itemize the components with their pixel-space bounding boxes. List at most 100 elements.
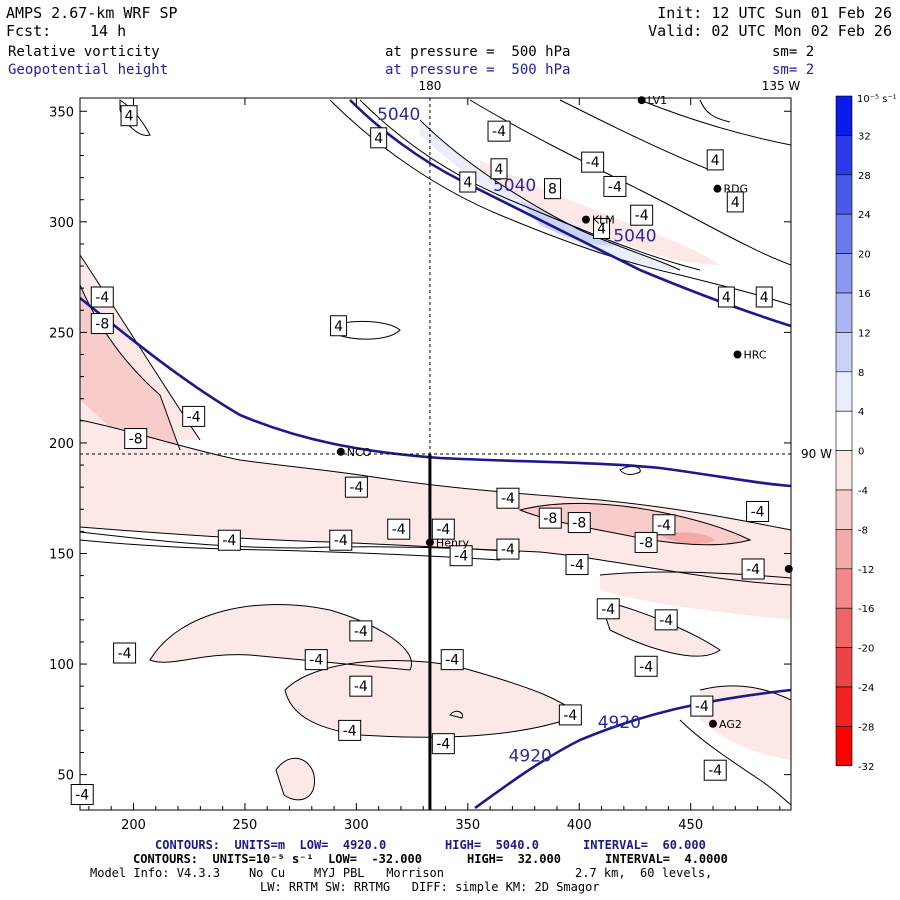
vorticity-label-box [690,695,714,717]
valid-time: Valid: 02 UTC Mon 02 Feb 26 [648,22,892,40]
colorbar-segment [835,568,853,609]
vorticity-label-box [603,175,627,197]
footer-vort-interval: INTERVAL= 4.0000 [605,852,728,866]
vorticity-fill-layer [80,120,791,800]
colorbar-tick-label: -8 [858,525,868,536]
vorticity-label-box [344,476,368,498]
station-marker [733,350,742,359]
x-tick-label: 350 [455,818,480,833]
colorbar-tick-label: 24 [858,210,871,221]
vorticity-label: -4 [95,290,109,306]
vorticity-label-box [652,514,676,536]
colorbar-segment [835,332,853,373]
vorticity-label: -4 [501,542,515,558]
vorticity-label: -8 [129,432,143,448]
vorticity-label: -4 [659,613,673,629]
vorticity-label-box [706,149,724,171]
vorticity-label: -4 [695,699,709,715]
crosshair-lines [80,98,791,810]
vorticity-label: -4 [601,602,615,618]
station-marker [708,719,717,728]
colorbar-segment [835,371,853,412]
vorticity-label: -4 [492,124,506,140]
vorticity-labels: 4 4 -4 4 4 8 -4 -4 -4 4 4 4 4 4 4 -4 -8 -4 -8 -4 -4 -4 -4 -4 -4 -… [70,105,773,806]
station-label: HRC [744,348,767,361]
vorticity-label-box [755,286,773,308]
vorticity-label-box [487,120,511,142]
field1-smoothing: sm= 2 [772,44,815,60]
vorticity-label: 4 [374,131,383,147]
vorticity-label-box [496,538,520,560]
vorticity-label-box [329,529,353,551]
vorticity-label: -4 [334,533,348,549]
vorticity-label-box [558,704,582,726]
vorticity-label-box [581,151,605,173]
vorticity-label: -4 [309,653,323,669]
colorbar-segment [835,253,853,294]
vorticity-label: -4 [746,562,760,578]
vorticity-label: -8 [95,317,109,333]
vorticity-label: -4 [708,763,722,779]
vorticity-label: -4 [635,208,649,224]
y-tick-label: 350 [49,105,74,120]
vorticity-label: -4 [75,788,89,804]
colorbar-segment [835,607,853,648]
vorticity-label-box [440,649,464,671]
colorbar-segment [835,135,853,176]
colorbar-segment [835,292,853,333]
colorbar-segment [835,726,853,767]
vorticity-label-box [496,487,520,509]
right-longitude-label: 90 W [801,447,832,461]
x-tick-label: 400 [567,818,592,833]
vorticity-label: -4 [501,491,515,507]
height-contour-label: 4920 [598,713,641,733]
vorticity-label: -4 [751,504,765,520]
vorticity-label-box [544,178,562,200]
vorticity-label: -4 [354,624,368,640]
vorticity-label-box [90,313,114,335]
colorbar-tick-label: -20 [858,644,874,655]
x-tick-label: 300 [344,818,369,833]
field1-pressure: at pressure = 500 hPa [385,44,571,60]
vorticity-label-box [431,733,455,755]
station-marker [336,447,345,456]
vorticity-label: -8 [572,516,586,532]
vorticity-label: 4 [334,319,343,335]
vorticity-label: -4 [586,155,600,171]
vorticity-label-box [304,649,328,671]
colorbar-tick-label: -32 [858,762,874,773]
forecast-label: Fcst: [6,22,52,40]
station-marker [581,215,590,224]
colorbar-segment [835,686,853,727]
footer-height-interval: INTERVAL= 60.000 [583,838,706,852]
colorbar-segment [835,647,853,688]
vorticity-label: 4 [722,290,731,306]
station-label: NCO [347,446,372,459]
colorbar-tick-label: 20 [858,250,871,261]
colorbar-segment [835,174,853,215]
height-contour-labels: 5040 5040 5040 4920 4920 [377,105,657,766]
vorticity-label: -4 [436,522,450,538]
vorticity-label-box [387,518,411,540]
vorticity-label-box [741,558,765,580]
y-tick-label: 300 [49,216,74,231]
colorbar-segment [835,410,853,451]
height-contour-label: 4920 [509,746,552,766]
station-marker [637,96,646,105]
colorbar-tick-label: -16 [858,604,874,615]
vorticity-label-box [113,642,137,664]
vorticity-label-box [124,428,148,450]
vorticity-label-box [630,204,654,226]
vorticity-label: -4 [436,737,450,753]
vorticity-label: -4 [349,480,363,496]
vorticity-label: 4 [463,175,472,191]
axes: 200 250 300 350 400 450 50 100 150 200 250 300 350 [49,98,791,833]
vorticity-label-box [217,529,241,551]
vorticity-label-box [349,675,373,697]
height-contour-label: 5040 [377,105,420,125]
vorticity-label-box [182,405,206,427]
vorticity-label-box [330,315,348,337]
vorticity-label-box [431,518,455,540]
colorbar-tick-label: -28 [858,722,874,733]
vorticity-label: -4 [187,409,201,425]
